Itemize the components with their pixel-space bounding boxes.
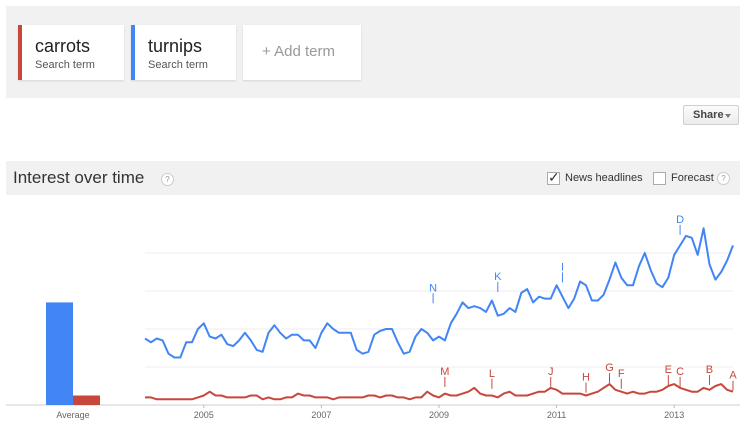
add-term-button[interactable]: + Add term <box>243 25 361 80</box>
news-marker-K[interactable]: K <box>494 271 502 292</box>
forecast-help-icon[interactable]: ? <box>717 172 730 185</box>
news-marker-E[interactable]: E <box>665 364 672 385</box>
term-card-turnips[interactable]: turnips Search term <box>131 25 236 80</box>
news-marker-letter: E <box>665 364 672 376</box>
average-label: Average <box>56 410 89 420</box>
x-tick-label: 2007 <box>311 410 331 420</box>
news-marker-L[interactable]: L <box>489 368 495 389</box>
news-headlines-checkbox[interactable]: ✓ <box>547 169 560 185</box>
share-button[interactable]: Share <box>683 105 739 125</box>
add-term-label: + Add term <box>262 43 335 60</box>
news-marker-G[interactable]: G <box>605 362 614 384</box>
news-marker-letter: L <box>489 368 495 380</box>
term-color-stripe <box>18 25 22 80</box>
news-marker-letter: I <box>561 261 564 273</box>
news-marker-N[interactable]: N <box>429 282 437 304</box>
news-marker-M[interactable]: M <box>440 366 449 387</box>
share-label: Share <box>693 109 724 121</box>
average-bars: Average <box>46 302 100 420</box>
news-marker-C[interactable]: C <box>676 366 684 387</box>
section-title: Interest over time <box>13 168 145 187</box>
x-tick-label: 2011 <box>547 410 566 420</box>
news-marker-letter: A <box>729 370 737 382</box>
news-marker-A[interactable]: A <box>729 370 737 391</box>
news-annotations: N K I D M L J H G F E C B A <box>429 214 737 393</box>
x-tick-label: 2009 <box>429 410 449 420</box>
term-name: carrots <box>35 36 91 56</box>
chart-series <box>144 227 734 401</box>
series-line-turnips <box>144 227 734 359</box>
news-headlines-label: News headlines <box>565 172 643 184</box>
news-marker-letter: G <box>605 362 614 374</box>
news-marker-letter: J <box>548 366 554 378</box>
term-card-carrots[interactable]: carrots Search term <box>18 25 124 80</box>
forecast-label: Forecast <box>671 172 714 184</box>
news-marker-B[interactable]: B <box>706 364 713 385</box>
x-tick-label: 2013 <box>664 410 684 420</box>
news-marker-letter: D <box>676 214 684 226</box>
chevron-down-icon <box>725 114 731 118</box>
term-subtitle: Search term <box>35 59 95 71</box>
chart-grid <box>6 252 740 406</box>
series-line-carrots <box>145 383 734 401</box>
news-marker-letter: N <box>429 282 437 294</box>
average-bar-carrots <box>73 395 100 405</box>
news-marker-I[interactable]: I <box>561 261 564 283</box>
term-color-stripe <box>131 25 135 80</box>
forecast-checkbox[interactable] <box>653 172 666 185</box>
search-terms-bar: carrots Search term turnips Search term … <box>6 6 740 98</box>
news-marker-J[interactable]: J <box>548 366 554 387</box>
x-axis: 2005 2007 2009 2011 2013 <box>194 405 684 420</box>
news-marker-letter: C <box>676 366 684 378</box>
interest-over-time-header: Interest over time ? ✓ News headlines Fo… <box>6 161 740 195</box>
average-bar-turnips <box>46 302 73 405</box>
news-marker-letter: M <box>440 366 449 378</box>
news-marker-letter: H <box>582 372 590 384</box>
help-icon[interactable]: ? <box>161 173 174 186</box>
news-marker-letter: K <box>494 271 502 283</box>
news-marker-H[interactable]: H <box>582 372 590 393</box>
news-marker-letter: B <box>706 364 713 376</box>
term-name: turnips <box>148 36 203 56</box>
news-marker-letter: F <box>618 368 625 380</box>
news-marker-F[interactable]: F <box>618 368 625 389</box>
checkmark-icon: ✓ <box>548 169 560 185</box>
term-subtitle: Search term <box>148 59 208 71</box>
x-tick-label: 2005 <box>194 410 214 420</box>
news-marker-D[interactable]: D <box>676 214 684 235</box>
